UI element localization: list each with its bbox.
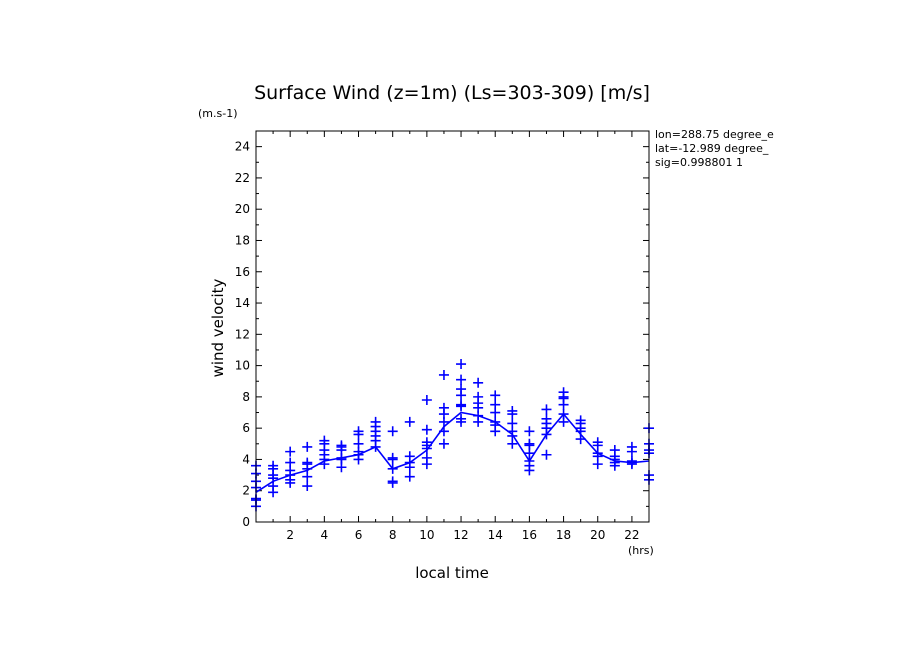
scatter-point [302,441,313,452]
info-sig: sig=0.998801 1 [655,156,743,169]
scatter-point [268,460,279,471]
x-tick-label: 10 [419,528,434,542]
scatter-point [507,405,518,416]
scatter-point [336,440,347,451]
scatter-point [490,399,501,410]
scatter-point [541,449,552,460]
scatter-point [456,399,467,410]
x-tick-label: 20 [590,528,605,542]
scatter-point [541,413,552,424]
x-tick-label: 4 [321,528,329,542]
y-tick-label: 14 [235,296,250,310]
y-tick-label: 24 [235,140,250,154]
y-tick-label: 16 [235,265,250,279]
scatter-point [387,426,398,437]
x-axis-label: local time [415,564,489,582]
scatter-point [353,438,364,449]
scatter-point [319,435,330,446]
axis-ticks [255,130,650,523]
scatter-point [387,452,398,463]
scatter-point [353,426,364,437]
x-tick-labels: 2 4 6 8 10 12 14 16 18 20 22 [286,528,639,542]
y-units-label: (m.s-1) [198,107,238,120]
y-tick-label: 10 [235,359,250,373]
y-tick-label: 8 [242,390,250,404]
x-tick-label: 2 [286,528,294,542]
scatter-point [626,441,637,452]
scatter-point [575,415,586,426]
y-tick-label: 12 [235,327,250,341]
scatter-point [285,457,296,468]
scatter-point [387,476,398,487]
info-lat: lat=-12.989 degree_ [655,142,769,155]
y-tick-label: 4 [242,452,250,466]
scatter-point [438,438,449,449]
series-layer [251,359,654,512]
scatter-point [421,424,432,435]
x-tick-label: 22 [624,528,639,542]
y-axis-label: wind velocity [209,278,227,377]
y-tick-label: 18 [235,233,250,247]
scatter-point [285,446,296,457]
scatter-point [541,404,552,415]
scatter-point [302,481,313,492]
mean-line [255,411,650,493]
x-tick-label: 14 [488,528,503,542]
x-tick-label: 12 [453,528,468,542]
scatter-point [421,452,432,463]
y-tick-label: 20 [235,202,250,216]
scatter-point [490,390,501,401]
y-tick-label: 0 [242,515,250,529]
scatter-point [456,359,467,370]
scatter-point [626,456,637,467]
scatter-point [558,387,569,398]
scatter-point [609,445,620,456]
x-tick-label: 6 [355,528,363,542]
x-tick-label: 8 [389,528,397,542]
info-panel: lon=288.75 degree_e lat=-12.989 degree_ … [655,128,774,169]
scatter-point [473,377,484,388]
scatter-point [438,369,449,380]
plot-frame [255,130,650,523]
x-tick-label: 16 [522,528,537,542]
scatter-point [438,402,449,413]
scatter-point [421,437,432,448]
scatter-point [524,426,535,437]
scatter-point [473,391,484,402]
scatter-point [302,457,313,468]
scatter-point [456,374,467,385]
info-lon: lon=288.75 degree_e [655,128,774,141]
scatter-point [404,451,415,462]
y-tick-label: 2 [242,484,250,498]
scatter-point [421,395,432,406]
scatter-point [592,437,603,448]
scatter-point [456,384,467,395]
info-clip-mask [780,128,904,172]
scatter-point [456,413,467,424]
y-tick-label: 22 [235,171,250,185]
scatter-point [404,416,415,427]
scatter-point [524,438,535,449]
x-units-label: (hrs) [628,544,654,557]
x-tick-label: 18 [556,528,571,542]
scatter-point [404,471,415,482]
chart-title: Surface Wind (z=1m) (Ls=303-309) [m/s] [254,82,650,104]
scatter-point [370,416,381,427]
y-tick-label: 6 [242,421,250,435]
scatter-point [507,418,518,429]
